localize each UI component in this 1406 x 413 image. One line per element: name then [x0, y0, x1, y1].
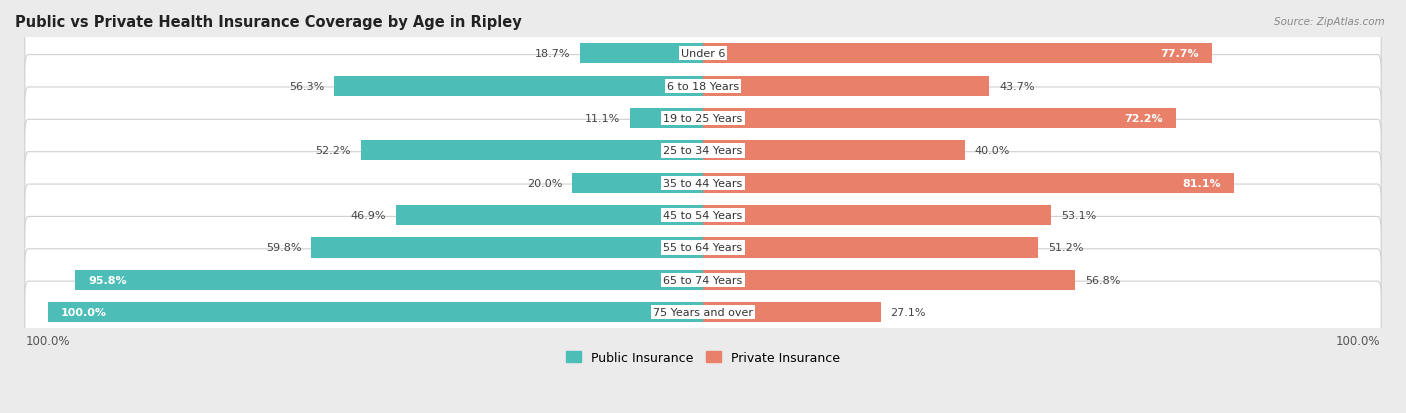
Text: Source: ZipAtlas.com: Source: ZipAtlas.com	[1274, 17, 1385, 26]
Text: 45 to 54 Years: 45 to 54 Years	[664, 211, 742, 221]
FancyBboxPatch shape	[25, 152, 1381, 214]
Text: 53.1%: 53.1%	[1060, 211, 1097, 221]
FancyBboxPatch shape	[25, 249, 1381, 311]
Bar	[311, 238, 703, 258]
Legend: Public Insurance, Private Insurance: Public Insurance, Private Insurance	[561, 346, 845, 369]
Text: 35 to 44 Years: 35 to 44 Years	[664, 178, 742, 188]
Text: 11.1%: 11.1%	[585, 114, 620, 124]
Text: 95.8%: 95.8%	[89, 275, 127, 285]
Bar	[703, 270, 1076, 290]
Text: 19 to 25 Years: 19 to 25 Years	[664, 114, 742, 124]
Text: 56.8%: 56.8%	[1085, 275, 1121, 285]
Bar	[703, 109, 1175, 129]
Text: Under 6: Under 6	[681, 49, 725, 59]
Text: 27.1%: 27.1%	[890, 307, 927, 318]
Text: 43.7%: 43.7%	[1000, 81, 1035, 91]
Text: Public vs Private Health Insurance Coverage by Age in Ripley: Public vs Private Health Insurance Cover…	[15, 15, 522, 30]
FancyBboxPatch shape	[25, 282, 1381, 344]
Bar	[703, 76, 990, 97]
Bar	[48, 302, 703, 323]
Text: 40.0%: 40.0%	[974, 146, 1011, 156]
Text: 18.7%: 18.7%	[536, 49, 571, 59]
FancyBboxPatch shape	[25, 88, 1381, 150]
FancyBboxPatch shape	[25, 23, 1381, 85]
FancyBboxPatch shape	[25, 120, 1381, 182]
Text: 20.0%: 20.0%	[527, 178, 562, 188]
Bar	[572, 173, 703, 193]
Text: 46.9%: 46.9%	[350, 211, 385, 221]
Text: 25 to 34 Years: 25 to 34 Years	[664, 146, 742, 156]
Bar	[335, 76, 703, 97]
FancyBboxPatch shape	[25, 217, 1381, 279]
Text: 52.2%: 52.2%	[315, 146, 352, 156]
Bar	[361, 141, 703, 161]
FancyBboxPatch shape	[25, 55, 1381, 117]
Text: 51.2%: 51.2%	[1049, 243, 1084, 253]
Text: 55 to 64 Years: 55 to 64 Years	[664, 243, 742, 253]
Text: 6 to 18 Years: 6 to 18 Years	[666, 81, 740, 91]
Bar	[630, 109, 703, 129]
Bar	[395, 206, 703, 225]
Text: 59.8%: 59.8%	[266, 243, 301, 253]
Bar	[703, 173, 1234, 193]
Bar	[703, 44, 1212, 64]
Text: 75 Years and over: 75 Years and over	[652, 307, 754, 318]
Text: 81.1%: 81.1%	[1182, 178, 1222, 188]
Bar	[703, 302, 880, 323]
Text: 77.7%: 77.7%	[1160, 49, 1199, 59]
Bar	[581, 44, 703, 64]
Bar	[703, 206, 1050, 225]
Text: 65 to 74 Years: 65 to 74 Years	[664, 275, 742, 285]
Bar	[76, 270, 703, 290]
FancyBboxPatch shape	[25, 185, 1381, 247]
Bar	[703, 238, 1039, 258]
Text: 72.2%: 72.2%	[1125, 114, 1163, 124]
Text: 56.3%: 56.3%	[290, 81, 325, 91]
Bar	[703, 141, 965, 161]
Text: 100.0%: 100.0%	[60, 307, 107, 318]
